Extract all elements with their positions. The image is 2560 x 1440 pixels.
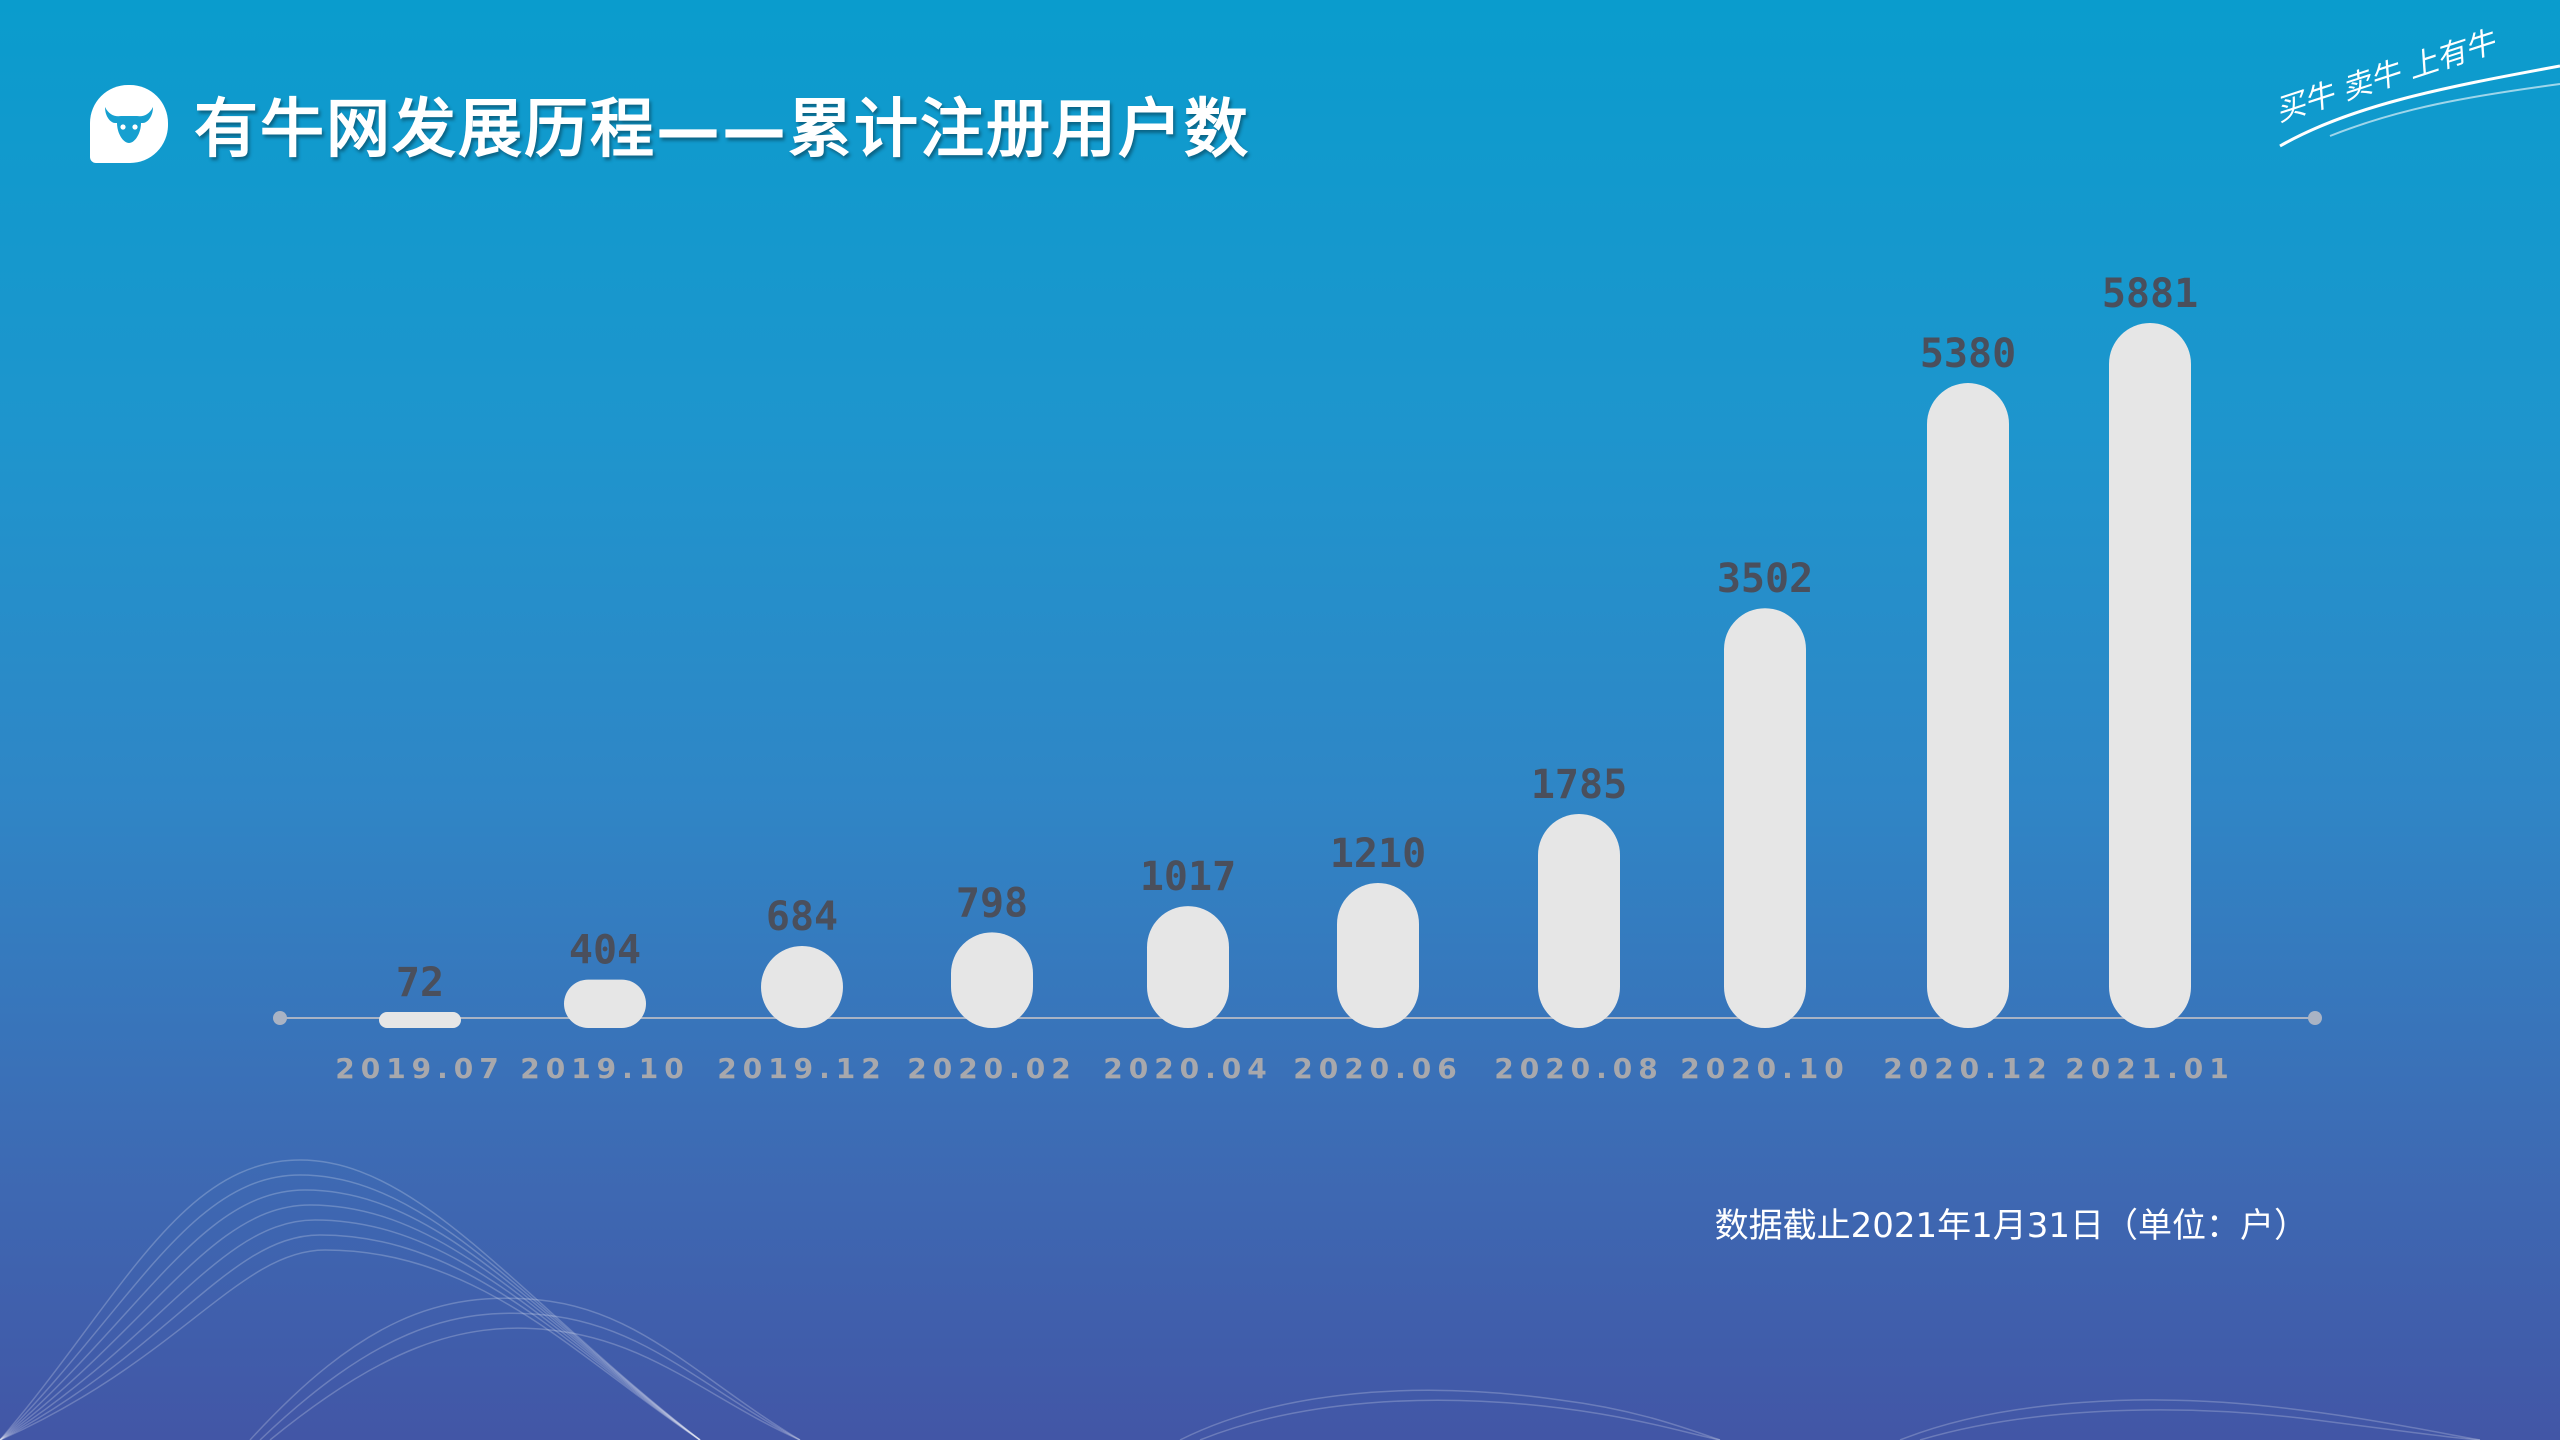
bars-group <box>379 323 2191 1028</box>
value-label-2021.01: 5881 <box>2102 271 2198 317</box>
value-label-2019.07: 72 <box>396 960 444 1006</box>
slogan-block: 买牛 卖牛 上有牛 <box>2270 18 2560 158</box>
x-axis-end-dot <box>2308 1011 2322 1025</box>
value-label-2020.12: 5380 <box>1920 331 2016 377</box>
category-label-2019.10: 2019.10 <box>520 1052 690 1085</box>
category-label-2020.08: 2020.08 <box>1494 1052 1664 1085</box>
value-label-2020.08: 1785 <box>1531 762 1627 808</box>
bar-2021.01 <box>2109 323 2191 1028</box>
value-labels-group: 72 404 684 798 1017 1210 1785 3502 5380 5881 <box>396 271 2198 1006</box>
bar-2019.12 <box>761 946 843 1028</box>
bull-head-icon <box>90 85 168 163</box>
category-label-2020.02: 2020.02 <box>907 1052 1077 1085</box>
bar-2020.06 <box>1337 882 1419 1028</box>
x-axis-start-dot <box>273 1011 287 1025</box>
category-label-2019.12: 2019.12 <box>717 1052 887 1085</box>
value-label-2020.06: 1210 <box>1330 831 1426 877</box>
value-label-2020.10: 3502 <box>1717 556 1813 602</box>
category-label-2020.12: 2020.12 <box>1883 1052 2053 1085</box>
bar-2019.07 <box>379 1012 461 1028</box>
bar-2020.12 <box>1927 383 2009 1028</box>
value-label-2019.10: 404 <box>569 928 641 974</box>
bar-2020.08 <box>1538 814 1620 1028</box>
category-label-2020.10: 2020.10 <box>1680 1052 1850 1085</box>
slogan-swoosh <box>2279 64 2560 148</box>
bar-2020.04 <box>1147 906 1229 1028</box>
bar-2020.02 <box>951 932 1033 1028</box>
bar-2020.10 <box>1724 608 1806 1028</box>
value-label-2020.04: 1017 <box>1140 854 1236 900</box>
value-label-2020.02: 798 <box>956 880 1028 926</box>
category-label-2019.07: 2019.07 <box>335 1052 505 1085</box>
category-label-2020.06: 2020.06 <box>1293 1052 1463 1085</box>
data-footnote: 数据截止2021年1月31日（单位：户） <box>1714 1206 2308 1246</box>
page-title: 有牛网发展历程——累计注册用户数 <box>194 93 1250 167</box>
value-label-2019.12: 684 <box>766 894 838 940</box>
category-label-2020.04: 2020.04 <box>1103 1052 1273 1085</box>
page-header: 有牛网发展历程——累计注册用户数 <box>90 78 1250 170</box>
bar-2019.10 <box>564 979 646 1028</box>
category-labels-group: 2019.07 2019.10 2019.12 2020.02 2020.04 2020.… <box>335 1052 2235 1085</box>
category-label-2021.01: 2021.01 <box>2065 1052 2235 1085</box>
